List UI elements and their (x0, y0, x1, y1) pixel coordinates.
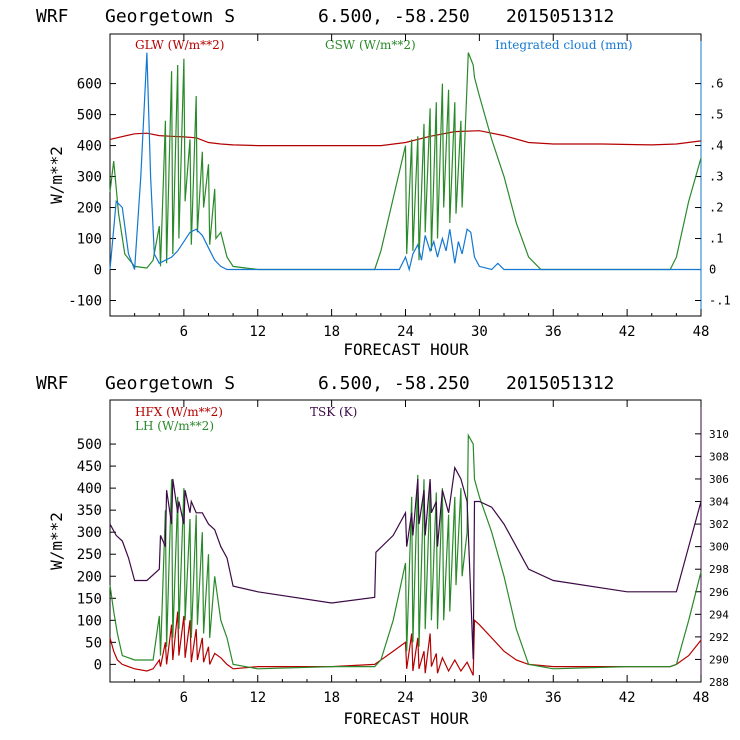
top-series-glw-line (109, 130, 702, 147)
bottom-ytick-label: 100 (77, 613, 102, 629)
bottom-xtick-label: 30 (471, 690, 488, 706)
bottom-y-axis-label: W/m**2 (47, 512, 66, 570)
top-xtick-label: 42 (619, 324, 636, 340)
top-header-coords: 6.500, -58.250 (318, 6, 470, 27)
bottom-ytick-label: 400 (77, 481, 102, 497)
bottom-y2tick-label: 292 (709, 631, 729, 644)
top-ytick-label: 400 (77, 139, 102, 155)
top-y-axis-label: W/m**2 (47, 146, 66, 204)
bottom-ytick-label: 500 (77, 437, 102, 453)
top-ytick-label: 0 (94, 263, 102, 279)
bottom-y2tick-label: 290 (709, 653, 729, 666)
top-xtick-label: 12 (249, 324, 266, 340)
bottom-panel: WRF Georgetown S 6.500, -58.250 20150513… (36, 373, 729, 728)
top-x-axis: 6 12 18 24 30 36 42 48 (134, 34, 710, 340)
bottom-header-run: 2015051312 (506, 373, 614, 394)
bottom-y2tick-label: 304 (709, 496, 729, 509)
top-ytick-label: -100 (68, 294, 102, 310)
bottom-legend-hfx: HFX (W/m**2) (135, 405, 223, 419)
bottom-y-axis: 0 50 100 150 200 250 300 350 400 450 500 (77, 437, 116, 673)
bottom-header-station: Georgetown S (105, 373, 235, 394)
top-legend-gsw: GSW (W/m**2) (325, 38, 416, 52)
bottom-series-tsk-line (109, 465, 702, 660)
top-xtick-label: 48 (693, 324, 710, 340)
top-ytick-label: 500 (77, 108, 102, 124)
top-y2tick-label: -.1 (709, 294, 731, 308)
bottom-x-axis-label: FORECAST HOUR (343, 709, 469, 728)
top-ytick-label: 100 (77, 232, 102, 248)
bottom-y2tick-label: 310 (709, 428, 729, 441)
bottom-legend-lh: LH (W/m**2) (135, 419, 214, 433)
bottom-ytick-label: 300 (77, 525, 102, 541)
bottom-y2tick-label: 298 (709, 563, 729, 576)
top-series-group (109, 52, 702, 272)
bottom-y2tick-label: 308 (709, 450, 729, 463)
top-y2tick-label: .3 (709, 170, 723, 184)
bottom-series-lh-line (109, 433, 702, 670)
top-legend-glw: GLW (W/m**2) (135, 38, 224, 52)
bottom-ytick-label: 450 (77, 459, 102, 475)
top-y2tick-label: .1 (709, 232, 723, 246)
top-legend-cloud: Integrated cloud (mm) (495, 38, 633, 52)
top-x-axis-label: FORECAST HOUR (343, 340, 469, 359)
bottom-y2tick-label: 306 (709, 473, 729, 486)
bottom-xtick-label: 18 (323, 690, 340, 706)
bottom-y2tick-label: 302 (709, 518, 729, 531)
top-y-axis: -100 0 100 200 300 400 500 600 (68, 77, 116, 310)
bottom-y2tick-label: 294 (709, 608, 729, 621)
top-ytick-label: 200 (77, 201, 102, 217)
top-header-run: 2015051312 (506, 6, 614, 27)
bottom-xtick-label: 24 (397, 690, 414, 706)
bottom-series-group (109, 433, 702, 676)
bottom-xtick-label: 36 (545, 690, 562, 706)
bottom-header-coords: 6.500, -58.250 (318, 373, 470, 394)
top-header-station: Georgetown S (105, 6, 235, 27)
bottom-x-axis: 6 12 18 24 30 36 42 48 (134, 400, 710, 706)
top-xtick-label: 24 (397, 324, 414, 340)
bottom-xtick-label: 6 (180, 690, 188, 706)
bottom-xtick-label: 48 (693, 690, 710, 706)
bottom-series-hfx-line (109, 611, 702, 676)
bottom-ytick-label: 0 (94, 657, 102, 673)
top-panel: WRF Georgetown S 6.500, -58.250 20150513… (36, 6, 731, 359)
top-y2tick-label: .6 (709, 77, 723, 91)
bottom-xtick-label: 42 (619, 690, 636, 706)
top-ytick-label: 600 (77, 77, 102, 93)
bottom-legend-tsk: TSK (K) (310, 405, 357, 419)
bottom-y2-axis: 288 290 292 294 296 298 300 302 304 306 308 310 (695, 428, 729, 689)
bottom-y2tick-label: 288 (709, 676, 729, 689)
top-xtick-label: 18 (323, 324, 340, 340)
top-y2tick-label: 0 (709, 263, 716, 277)
bottom-header-model: WRF (36, 373, 69, 394)
top-ytick-label: 300 (77, 170, 102, 186)
top-series-integrated-cloud-line (109, 52, 701, 272)
bottom-xtick-label: 12 (249, 690, 266, 706)
top-xtick-label: 6 (180, 324, 188, 340)
top-y2tick-label: .4 (709, 139, 723, 153)
bottom-y2tick-label: 300 (709, 541, 729, 554)
bottom-ytick-label: 350 (77, 503, 102, 519)
top-xtick-label: 36 (545, 324, 562, 340)
top-series-gsw-line (109, 52, 702, 271)
bottom-plot-frame (109, 399, 702, 683)
bottom-y2tick-label: 296 (709, 586, 729, 599)
bottom-ytick-label: 50 (85, 635, 102, 651)
top-y2tick-label: .2 (709, 201, 723, 215)
top-y2-axis: -.1 0 .1 .2 .3 .4 .5 .6 (695, 77, 731, 308)
top-header-model: WRF (36, 6, 69, 27)
bottom-ytick-label: 150 (77, 591, 102, 607)
top-xtick-label: 30 (471, 324, 488, 340)
bottom-ytick-label: 200 (77, 569, 102, 585)
top-y2tick-label: .5 (709, 108, 723, 122)
bottom-ytick-label: 250 (77, 547, 102, 563)
